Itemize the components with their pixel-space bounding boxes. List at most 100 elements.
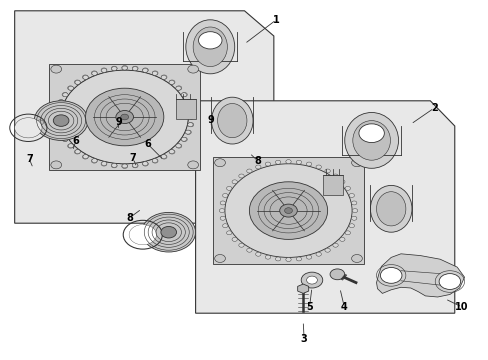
Circle shape (51, 161, 61, 169)
Circle shape (339, 180, 345, 184)
Bar (176, 99, 195, 119)
Circle shape (142, 162, 148, 166)
Ellipse shape (217, 104, 246, 138)
Circle shape (226, 231, 231, 235)
Text: 7: 7 (26, 154, 33, 164)
Circle shape (129, 225, 156, 245)
Circle shape (161, 75, 167, 79)
Circle shape (111, 67, 117, 71)
Circle shape (92, 71, 97, 75)
Circle shape (53, 115, 69, 126)
Circle shape (238, 243, 244, 247)
Circle shape (231, 237, 237, 241)
Circle shape (62, 93, 68, 97)
Circle shape (67, 86, 73, 90)
Circle shape (56, 122, 61, 127)
Circle shape (249, 182, 327, 239)
Circle shape (222, 224, 227, 228)
Circle shape (351, 216, 356, 220)
Ellipse shape (193, 27, 227, 67)
Circle shape (275, 160, 280, 164)
Circle shape (351, 209, 357, 212)
Circle shape (351, 201, 356, 205)
Circle shape (285, 258, 290, 261)
Circle shape (132, 66, 138, 71)
Circle shape (351, 255, 362, 262)
Circle shape (222, 193, 227, 197)
Circle shape (122, 66, 127, 70)
Circle shape (142, 68, 148, 72)
Circle shape (185, 130, 190, 134)
Circle shape (116, 111, 133, 123)
Circle shape (15, 118, 42, 138)
Circle shape (315, 252, 321, 256)
Circle shape (264, 255, 270, 259)
Circle shape (185, 130, 191, 134)
Circle shape (246, 248, 252, 252)
Circle shape (220, 216, 225, 220)
Circle shape (74, 80, 80, 84)
Circle shape (181, 137, 186, 141)
Circle shape (329, 269, 344, 280)
Circle shape (161, 75, 166, 79)
Circle shape (231, 180, 237, 184)
Circle shape (27, 120, 34, 125)
Circle shape (348, 193, 354, 197)
Circle shape (161, 226, 176, 238)
Circle shape (315, 165, 321, 169)
Circle shape (176, 144, 181, 148)
Circle shape (152, 71, 158, 75)
Circle shape (58, 130, 64, 134)
Circle shape (220, 201, 225, 205)
Circle shape (56, 123, 61, 127)
Circle shape (68, 144, 73, 148)
Circle shape (132, 67, 138, 71)
Circle shape (345, 186, 350, 190)
Circle shape (67, 144, 73, 148)
Circle shape (187, 65, 198, 73)
Circle shape (51, 65, 61, 73)
Circle shape (75, 150, 80, 154)
Circle shape (185, 100, 190, 104)
Circle shape (380, 267, 401, 283)
Circle shape (56, 107, 61, 112)
Circle shape (111, 163, 117, 167)
Circle shape (62, 93, 68, 97)
Circle shape (37, 120, 43, 125)
Circle shape (188, 115, 193, 119)
Circle shape (169, 80, 174, 84)
Circle shape (111, 66, 117, 71)
Circle shape (332, 243, 338, 247)
Circle shape (161, 155, 167, 159)
Circle shape (351, 159, 362, 167)
Bar (49, 64, 200, 170)
Ellipse shape (376, 192, 405, 226)
Circle shape (91, 159, 97, 163)
Circle shape (176, 144, 182, 148)
Circle shape (306, 162, 311, 166)
Text: 2: 2 (430, 103, 437, 113)
Ellipse shape (358, 124, 384, 143)
Circle shape (181, 93, 187, 97)
Circle shape (181, 137, 187, 141)
Circle shape (59, 100, 64, 104)
Circle shape (56, 107, 61, 111)
Circle shape (187, 107, 193, 111)
Circle shape (152, 159, 157, 163)
Circle shape (58, 100, 64, 104)
Circle shape (238, 174, 244, 178)
Text: 8: 8 (254, 156, 261, 166)
Circle shape (121, 114, 128, 120)
Circle shape (32, 120, 39, 125)
Circle shape (188, 115, 194, 119)
Circle shape (324, 169, 329, 173)
Circle shape (91, 71, 97, 75)
Circle shape (101, 68, 106, 72)
Circle shape (55, 115, 61, 119)
Circle shape (339, 237, 345, 241)
Circle shape (34, 101, 88, 140)
Circle shape (187, 161, 198, 169)
Circle shape (438, 274, 460, 289)
Text: 6: 6 (144, 139, 151, 149)
Circle shape (226, 186, 231, 190)
